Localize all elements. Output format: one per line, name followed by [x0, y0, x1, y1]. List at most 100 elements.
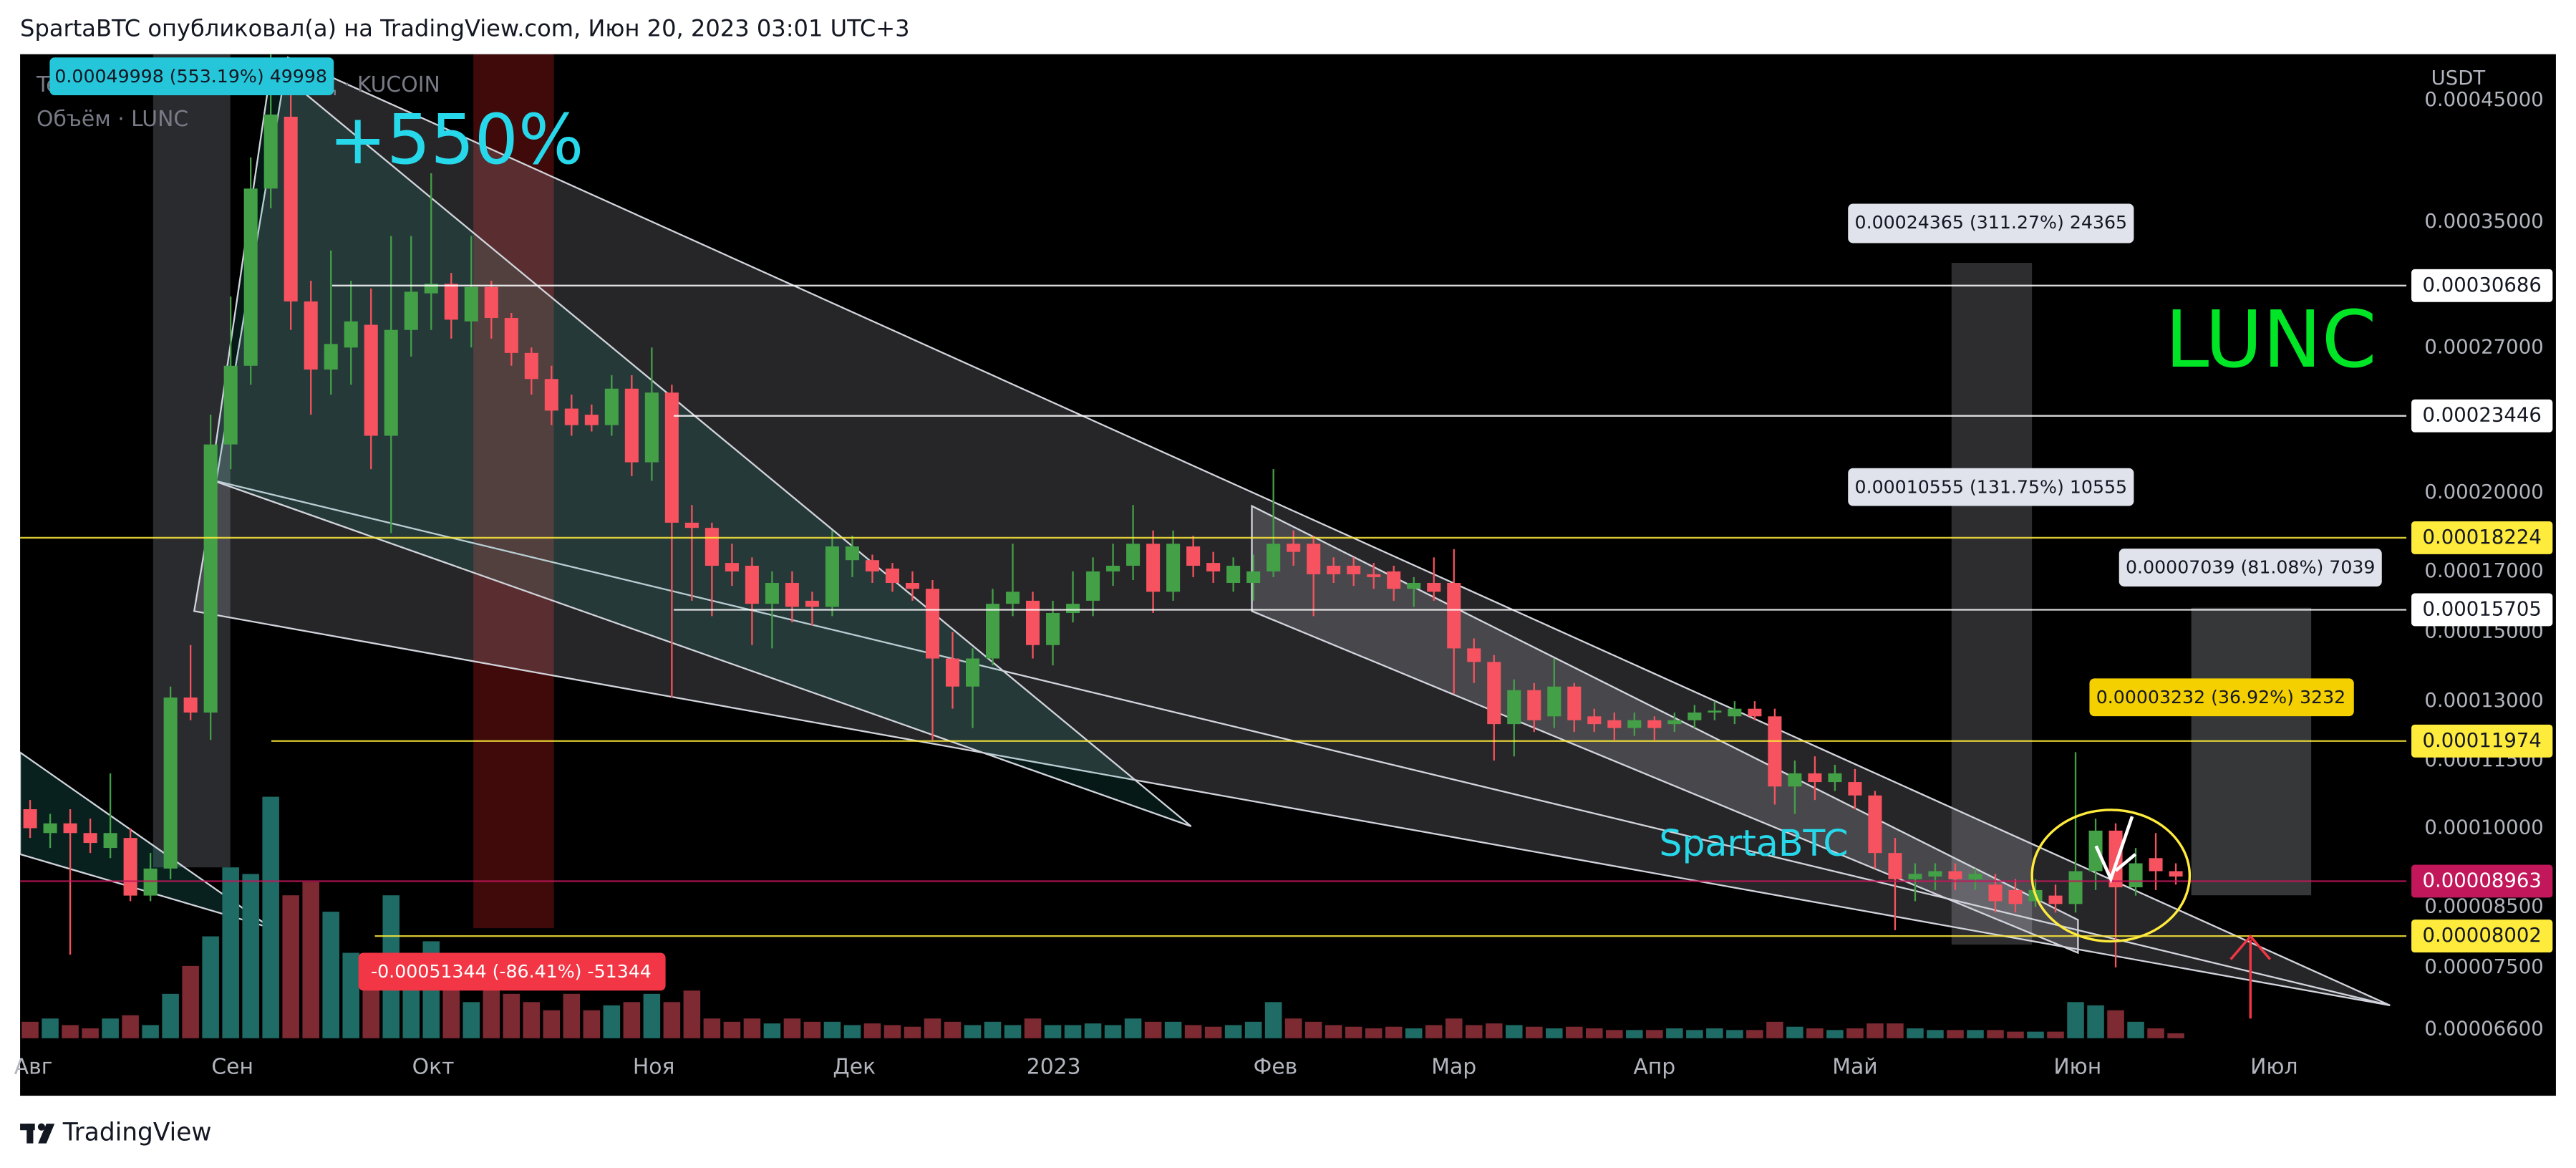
candle-body: [2088, 830, 2103, 872]
volume-bar: [603, 1005, 621, 1038]
candle-body: [865, 560, 879, 571]
trend-line: [210, 478, 2391, 1007]
overlays: Terra Classic / TetherUS · 3Д · KUCOIN О…: [36, 57, 2485, 1019]
volume-bar: [1465, 1025, 1483, 1038]
y-tick-label: 0.00006600: [2424, 1017, 2543, 1040]
volume-bar: [1526, 1026, 1543, 1038]
volume-bar: [102, 1018, 119, 1038]
check-mark: [2094, 816, 2134, 884]
candle-body: [263, 114, 278, 189]
candle-body: [1948, 871, 1962, 879]
volume-bar: [1224, 1025, 1242, 1038]
candle-body: [1307, 544, 1321, 574]
level-label-box: [2411, 521, 2553, 554]
measure-label: 0.00049998 (553.19%) 49998: [54, 66, 327, 87]
volume-bar: [1445, 1018, 1463, 1038]
volume-bar: [282, 895, 299, 1038]
volume-bar: [1024, 1018, 1042, 1038]
candle-body: [1888, 853, 1902, 879]
volume-bar: [563, 993, 581, 1038]
candle-body: [1868, 795, 1882, 854]
volume-bar: [663, 1002, 681, 1038]
y-tick-label: 0.00027000: [2424, 335, 2543, 358]
volume-bar: [1144, 1021, 1162, 1038]
candle-body: [1086, 571, 1100, 601]
candle-body: [925, 589, 940, 659]
candle-body: [765, 583, 779, 604]
volume-bar: [1846, 1028, 1864, 1038]
candle-body: [123, 838, 137, 896]
volume-bar: [142, 1025, 159, 1038]
candle-body: [1287, 544, 1301, 552]
triangle: [209, 64, 1192, 827]
x-tick-label: Июн: [2053, 1055, 2101, 1080]
volume-bar: [1766, 1021, 1783, 1038]
volume-bar: [1044, 1025, 1062, 1038]
y-tick-label: 0.00020000: [2424, 481, 2543, 503]
candle-body: [1206, 563, 1221, 571]
candle-body: [1146, 544, 1161, 592]
volume-bar: [904, 1026, 921, 1038]
volume-bar: [2107, 1010, 2124, 1038]
candle-body: [624, 388, 639, 463]
candle-body: [43, 823, 57, 834]
candle-body: [1667, 720, 1682, 725]
volume-bar: [1164, 1021, 1182, 1038]
volume-bar: [1746, 1030, 1763, 1038]
volume-bar: [763, 1023, 781, 1038]
gain-text: +550%: [329, 100, 584, 180]
volume-bar: [1425, 1025, 1443, 1038]
candle-body: [1808, 773, 1822, 783]
candle-body: [163, 698, 178, 869]
volume-bar: [924, 1018, 941, 1038]
volume-bar: [1506, 1025, 1523, 1038]
series: [20, 54, 2407, 1038]
candle-body: [2149, 858, 2163, 872]
level-label-box: [2411, 920, 2553, 953]
candle-body: [1607, 720, 1622, 728]
candle-body: [464, 286, 478, 322]
ticker-text: LUNC: [2165, 294, 2377, 385]
candle-body: [704, 528, 719, 566]
y-tick-label: 0.00013000: [2424, 689, 2543, 712]
candle-body: [304, 301, 318, 370]
volume-bar: [1947, 1030, 1964, 1038]
volume-bar: [1826, 1030, 1844, 1038]
volume-bar: [723, 1021, 741, 1038]
measure-label: 0.00003232 (36.92%) 3232: [2096, 687, 2345, 708]
volume-bar: [703, 1018, 721, 1038]
volume-bar: [1967, 1030, 1984, 1038]
volume-bar: [1124, 1018, 1142, 1038]
x-tick-label: Сен: [211, 1055, 253, 1080]
candle-body: [725, 563, 739, 571]
y-tick-label: 0.00045000: [2424, 88, 2543, 111]
volume-bar: [1606, 1030, 1623, 1038]
candle-body: [785, 583, 799, 607]
x-tick-label: Июл: [2250, 1055, 2297, 1080]
candle-body: [1006, 592, 1020, 604]
candle-body: [985, 604, 1000, 659]
volume-bar: [1244, 1021, 1262, 1038]
candle-body: [1046, 612, 1060, 645]
candle-body: [1347, 566, 1361, 574]
volume-bar: [1184, 1025, 1202, 1038]
candle-body: [825, 546, 839, 607]
x-tick-label: Май: [1832, 1055, 1877, 1080]
candle-body: [564, 408, 578, 425]
candle-body: [1467, 648, 1481, 662]
volume-bar: [1726, 1030, 1743, 1038]
level-label-box: [2411, 399, 2553, 433]
measure-label: -0.00051344 (-86.41%) -51344: [371, 961, 652, 982]
falling-wedge: [193, 56, 2391, 1007]
volume-bar: [483, 985, 500, 1038]
volume-bar: [543, 1010, 561, 1038]
volume-bar: [1586, 1028, 1603, 1038]
candle-body: [404, 291, 418, 330]
volume-bar: [42, 1018, 59, 1038]
volume-bar: [643, 993, 661, 1038]
volume-bar: [503, 993, 520, 1038]
axes: 0.00006600 0.00007500 0.00008500 0.00010000…: [14, 88, 2553, 1080]
volume-bar: [1987, 1030, 2004, 1038]
volume-bar: [1405, 1028, 1423, 1038]
